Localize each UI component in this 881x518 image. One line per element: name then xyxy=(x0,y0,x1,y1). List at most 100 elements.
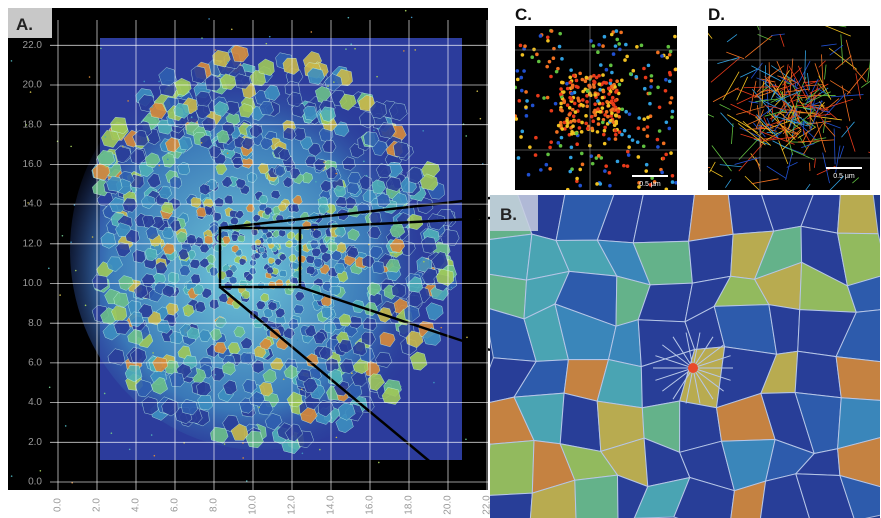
cell xyxy=(258,194,268,204)
speck xyxy=(221,150,223,152)
cell xyxy=(282,57,300,75)
cell xyxy=(264,412,283,431)
track xyxy=(780,80,799,91)
localization xyxy=(624,42,628,47)
track xyxy=(725,179,732,188)
cell-edge xyxy=(672,367,694,400)
localization xyxy=(641,144,646,149)
speck xyxy=(301,452,304,455)
localization xyxy=(558,144,563,148)
localization xyxy=(595,182,599,186)
track xyxy=(737,123,766,146)
cell xyxy=(335,196,348,209)
cell xyxy=(209,328,223,341)
cell xyxy=(318,346,334,361)
cell xyxy=(127,328,144,345)
label-box xyxy=(8,8,52,38)
cell xyxy=(250,228,259,236)
track xyxy=(854,68,867,83)
track xyxy=(786,128,802,142)
localization xyxy=(555,130,559,134)
cell xyxy=(259,137,274,150)
track xyxy=(841,121,855,138)
cell xyxy=(308,142,322,157)
cell xyxy=(341,156,356,171)
zoom-line xyxy=(299,216,491,230)
localization xyxy=(519,75,524,80)
localization xyxy=(598,63,603,67)
y-tick-label: 22.0 xyxy=(23,40,43,51)
x-tick-label: 16.0 xyxy=(365,495,376,515)
cell xyxy=(231,244,240,253)
cell xyxy=(173,102,190,119)
speck xyxy=(127,100,129,102)
cell xyxy=(386,176,402,192)
cell xyxy=(277,202,287,212)
localization xyxy=(642,86,647,91)
panel-c-image xyxy=(515,26,677,190)
cell xyxy=(311,228,322,240)
cell xyxy=(161,152,176,168)
localization xyxy=(604,110,609,114)
track xyxy=(708,32,713,39)
localization xyxy=(584,121,588,126)
panel-a-image xyxy=(10,9,484,484)
cell xyxy=(278,253,287,262)
localization xyxy=(585,100,589,104)
localization xyxy=(575,176,579,181)
cell-edge xyxy=(692,367,714,400)
cell xyxy=(305,255,316,264)
cell xyxy=(272,229,280,238)
track xyxy=(852,177,860,184)
cell xyxy=(616,474,649,518)
speck xyxy=(200,142,203,144)
cell xyxy=(366,282,382,297)
localization xyxy=(624,109,628,114)
cell xyxy=(113,292,129,308)
track xyxy=(835,55,852,70)
localization xyxy=(614,113,619,118)
cell xyxy=(124,365,143,383)
cell xyxy=(760,473,810,518)
x-tick-label: 12.0 xyxy=(287,495,298,515)
localization xyxy=(648,101,652,106)
cell xyxy=(201,116,217,132)
cell xyxy=(134,379,153,398)
cell xyxy=(289,167,301,180)
track xyxy=(814,63,821,79)
cell xyxy=(309,239,320,250)
cell xyxy=(132,129,149,147)
cell xyxy=(260,292,270,303)
localization xyxy=(661,156,666,161)
track xyxy=(757,137,779,140)
speck xyxy=(208,18,210,20)
cell xyxy=(360,331,376,346)
localization xyxy=(526,172,531,177)
cell xyxy=(303,105,318,121)
localization xyxy=(600,101,605,106)
cell xyxy=(242,379,258,394)
track xyxy=(837,26,847,28)
localization xyxy=(558,31,562,36)
cell xyxy=(168,271,180,284)
cell-edge xyxy=(655,367,694,381)
speck xyxy=(214,374,217,376)
cell xyxy=(196,207,207,218)
speck xyxy=(190,116,193,118)
cell xyxy=(178,136,193,151)
localization xyxy=(524,90,528,94)
track xyxy=(818,75,832,100)
speck xyxy=(373,129,375,132)
track xyxy=(807,112,820,120)
localization xyxy=(625,54,629,59)
speck xyxy=(397,236,400,238)
localization xyxy=(592,85,596,89)
cell xyxy=(189,259,201,270)
localization xyxy=(562,99,567,104)
cell xyxy=(358,175,373,190)
track xyxy=(807,73,810,91)
localization xyxy=(637,181,641,185)
cell xyxy=(161,201,174,214)
track xyxy=(813,113,831,117)
